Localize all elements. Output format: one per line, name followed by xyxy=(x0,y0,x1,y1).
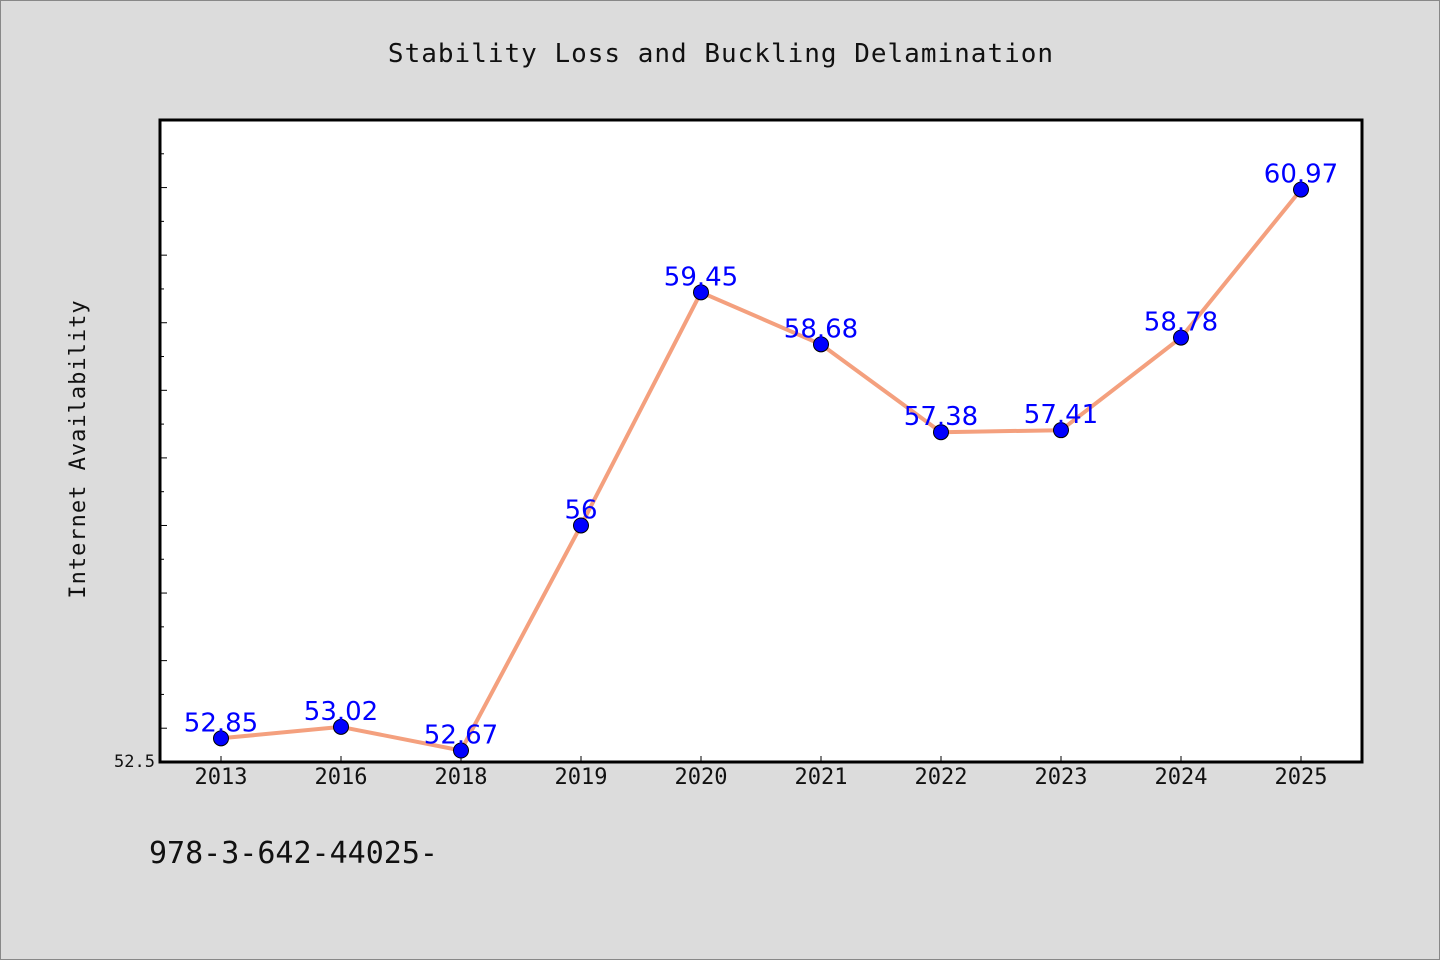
series-line xyxy=(220,188,1303,753)
x-tick-label: 2023 xyxy=(1035,765,1088,790)
x-tick-label: 2024 xyxy=(1155,765,1208,790)
footer-identifier: 978-3-642-44025- xyxy=(149,836,438,871)
data-label: 58.68 xyxy=(784,314,858,344)
series-markers xyxy=(213,181,1309,759)
data-label: 56 xyxy=(564,495,597,525)
x-tick-label: 2013 xyxy=(195,765,248,790)
data-point-marker xyxy=(333,718,349,735)
x-tick-label: 2016 xyxy=(315,765,368,790)
data-label: 53.02 xyxy=(304,697,378,727)
data-point-marker xyxy=(573,517,589,534)
data-label: 52.67 xyxy=(424,721,498,751)
x-tick-label: 2025 xyxy=(1275,765,1328,790)
data-label: 52.85 xyxy=(184,708,258,738)
data-labels: 52.85 53.02 52.67 56 59.45 58.68 57.38 57.41 58.… xyxy=(184,160,1338,751)
x-axis-ticks: 2013 2016 2018 2019 2020 2021 2022 2023 2024 2025 xyxy=(195,756,1328,790)
data-point-marker xyxy=(1053,422,1069,439)
x-tick-label: 2021 xyxy=(795,765,848,790)
plot-area xyxy=(158,118,1364,764)
data-label: 57.41 xyxy=(1024,400,1098,430)
data-point-marker xyxy=(453,742,469,759)
y-axis-minor-ticks xyxy=(160,119,167,763)
data-point-marker xyxy=(693,284,709,301)
data-point-marker xyxy=(1173,329,1189,346)
x-tick-label: 2020 xyxy=(675,765,728,790)
y-axis-label: Internet Availability xyxy=(66,299,91,598)
chart-title: Stability Loss and Buckling Delamination xyxy=(388,39,1054,69)
data-point-marker xyxy=(813,336,829,353)
data-label: 60.97 xyxy=(1264,160,1338,190)
data-label: 58.78 xyxy=(1144,308,1218,338)
x-tick-label: 2022 xyxy=(915,765,968,790)
data-label: 57.38 xyxy=(904,402,978,432)
data-point-marker xyxy=(213,730,229,747)
data-point-marker xyxy=(1293,181,1309,198)
x-tick-label: 2019 xyxy=(555,765,608,790)
y-tick-label: 52.5 xyxy=(114,752,155,772)
data-label: 59.45 xyxy=(664,262,738,292)
data-point-marker xyxy=(933,424,949,441)
x-tick-label: 2018 xyxy=(435,765,488,790)
